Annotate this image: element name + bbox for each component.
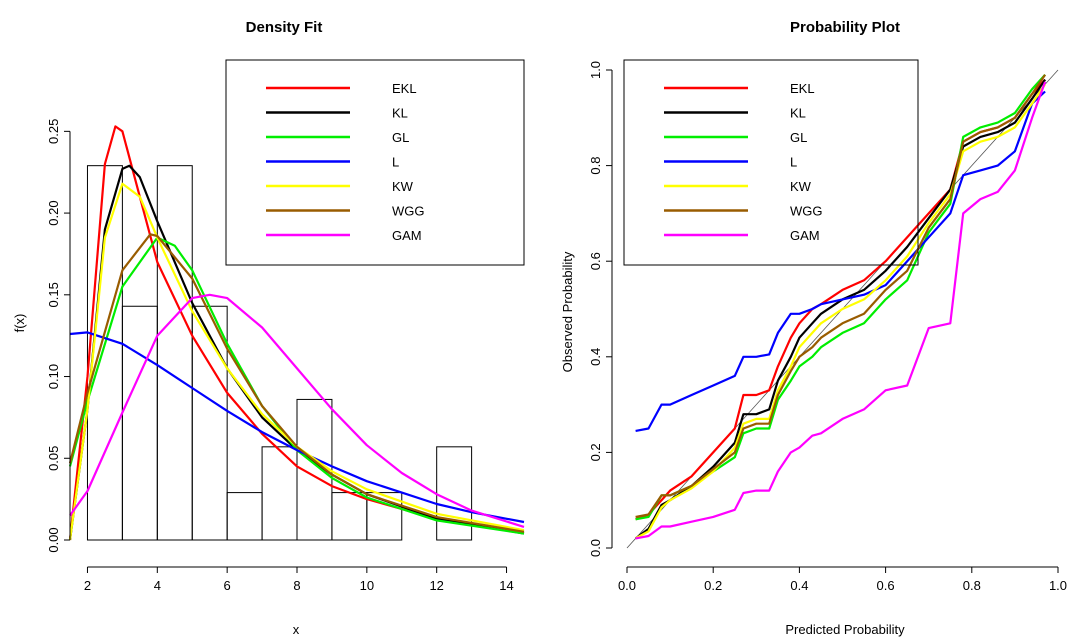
density-fit-y-tick-label: 0.10	[46, 364, 61, 389]
density-fit-x-tick-label: 8	[293, 578, 300, 593]
density-fit-legend-label-kl: KL	[392, 106, 408, 121]
density-fit-y-tick-label: 0.00	[46, 527, 61, 552]
probability-plot-legend-label-kw: KW	[790, 179, 812, 194]
probability-plot-x-tick-label: 0.4	[790, 578, 808, 593]
density-fit-y-tick-label: 0.05	[46, 446, 61, 471]
density-fit-x-tick-label: 2	[84, 578, 91, 593]
density-fit-xlabel: x	[293, 622, 300, 637]
density-fit-legend-label-kw: KW	[392, 179, 414, 194]
probability-plot-ylabel: Observed Probability	[560, 251, 575, 372]
density-fit-series-kw	[68, 182, 525, 541]
probability-plot-x-tick-label: 0.8	[963, 578, 981, 593]
probability-plot-y-tick-label: 1.0	[588, 61, 603, 79]
probability-plot-y-tick-label: 0.8	[588, 157, 603, 175]
density-fit-histogram-bar	[296, 398, 333, 541]
probability-plot-y-tick-label: 0.0	[588, 539, 603, 557]
density-fit-series-l	[69, 331, 525, 524]
density-fit-series-gam	[69, 293, 525, 528]
density-fit-legend-label-gam: GAM	[392, 228, 422, 243]
probability-plot-series-kw	[635, 83, 1047, 540]
probability-plot-legend-label-kl: KL	[790, 106, 806, 121]
probability-plot-legend-label-ekl: EKL	[790, 81, 815, 96]
density-fit-series-gl	[68, 236, 525, 535]
density-fit-legend-label-l: L	[392, 155, 399, 170]
density-fit-y-tick-label: 0.15	[46, 282, 61, 307]
probability-plot-series-wgg	[635, 74, 1047, 518]
probability-plot-series-gam	[635, 81, 1047, 540]
probability-plot-title: Probability Plot	[790, 19, 900, 36]
density-fit-y-tick-label: 0.20	[46, 200, 61, 225]
density-fit-x-tick-label: 4	[154, 578, 161, 593]
probability-plot-legend-label-wgg: WGG	[790, 204, 823, 219]
density-fit-ylabel: f(x)	[12, 314, 27, 333]
probability-plot-legend-label-l: L	[790, 155, 797, 170]
probability-plot-series-l	[635, 90, 1046, 432]
density-fit-series-wgg	[68, 233, 525, 533]
density-fit-x-tick-label: 6	[224, 578, 231, 593]
density-fit-histogram-bar	[366, 492, 403, 541]
probability-plot-xlabel: Predicted Probability	[785, 622, 905, 637]
density-fit-x-tick-label: 10	[360, 578, 374, 593]
probability-plot-panel: Probability Plot Predicted Probability O…	[560, 19, 1067, 637]
density-fit-title: Density Fit	[246, 19, 323, 36]
probability-plot-x-tick-label: 0.0	[618, 578, 636, 593]
density-fit-legend-label-wgg: WGG	[392, 204, 425, 219]
density-fit-legend-label-ekl: EKL	[392, 81, 417, 96]
density-fit-legend-label-gl: GL	[392, 130, 409, 145]
probability-plot-legend-label-gam: GAM	[790, 228, 820, 243]
probability-plot-y-tick-label: 0.6	[588, 252, 603, 270]
probability-plot-x-tick-label: 0.6	[877, 578, 895, 593]
probability-plot-x-tick-label: 1.0	[1049, 578, 1067, 593]
density-fit-y-tick-label: 0.25	[46, 119, 61, 144]
probability-plot-legend-label-gl: GL	[790, 130, 807, 145]
probability-plot-x-tick-label: 0.2	[704, 578, 722, 593]
density-fit-x-tick-label: 14	[499, 578, 513, 593]
probability-plot-y-tick-label: 0.2	[588, 443, 603, 461]
density-fit-x-tick-label: 12	[429, 578, 443, 593]
probability-plot-legend-box	[623, 59, 919, 266]
probability-plot-y-tick-label: 0.4	[588, 348, 603, 366]
density-fit-panel: Density Fit x f(x) 0.00 0.05 0.10 0.15 0.20 0…	[12, 19, 525, 637]
density-fit-series-ekl	[68, 125, 525, 541]
